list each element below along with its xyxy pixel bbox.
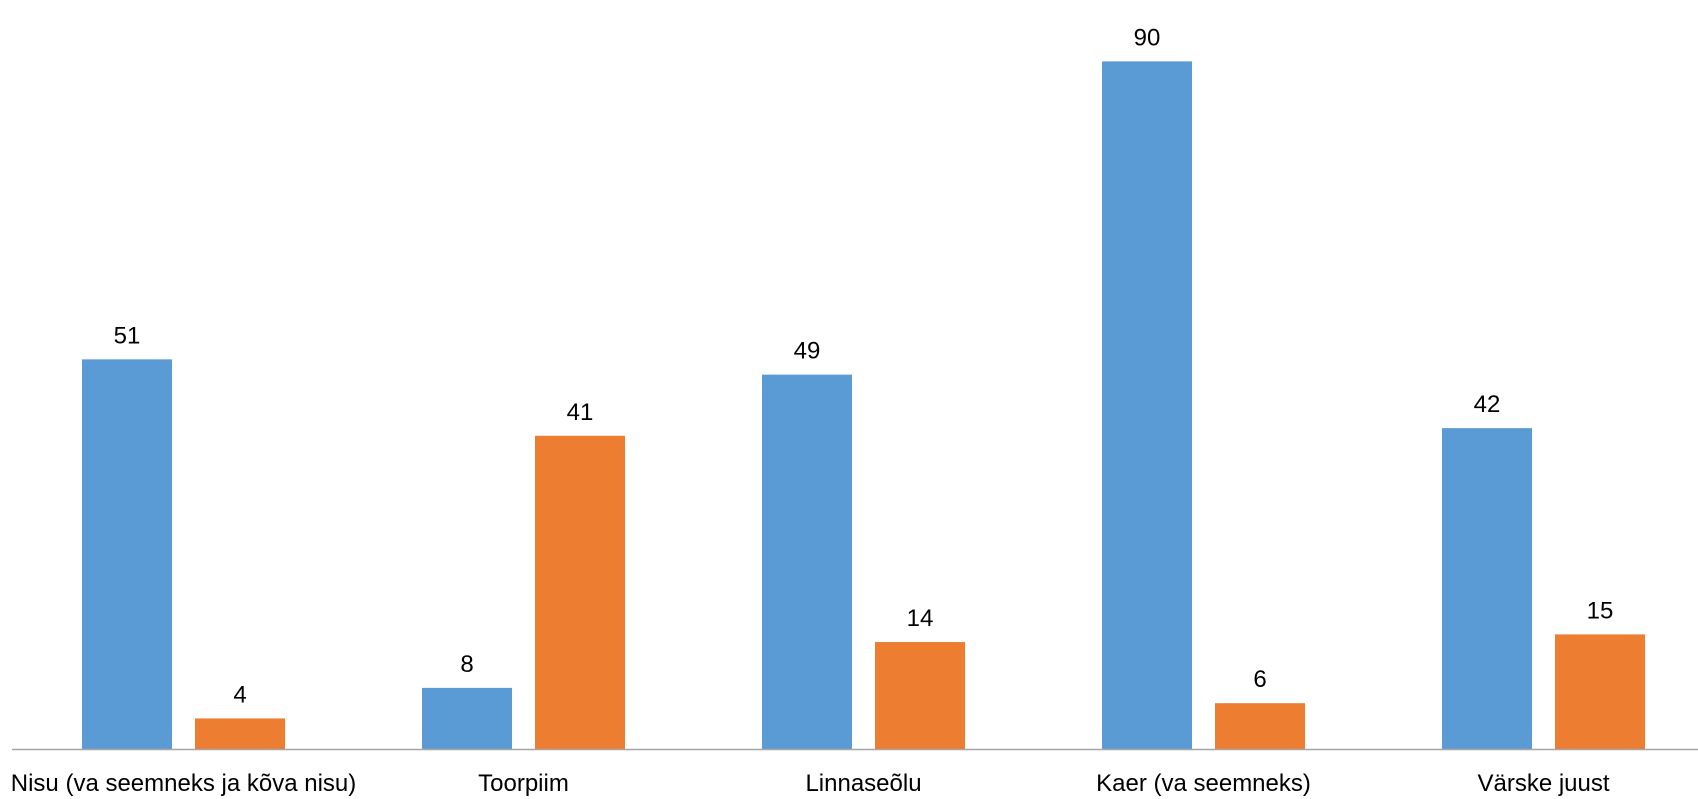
bars-group (82, 61, 1645, 749)
data-label-4-series-0: 42 (1474, 391, 1501, 418)
bar-4-series-0 (1442, 428, 1532, 749)
data-label-1-series-1: 41 (567, 399, 594, 426)
bar-0-series-0 (82, 359, 172, 749)
data-labels-group: 51 4 8 41 49 14 90 6 42 15 (114, 24, 1614, 708)
category-label-4: Värske juust (1477, 770, 1609, 797)
category-label-2: Linnaseõlu (805, 770, 921, 797)
data-label-3-series-1: 6 (1253, 666, 1266, 693)
bar-2-series-1 (875, 642, 965, 749)
category-label-3: Kaer (va seemneks) (1096, 770, 1311, 797)
bar-0-series-1 (195, 718, 285, 749)
data-label-2-series-0: 49 (794, 338, 821, 365)
bar-4-series-1 (1555, 634, 1645, 749)
data-label-0-series-1: 4 (233, 681, 246, 708)
data-label-1-series-0: 8 (460, 651, 473, 678)
bar-1-series-1 (535, 435, 625, 749)
data-label-3-series-0: 90 (1134, 24, 1161, 51)
bar-2-series-0 (762, 374, 852, 749)
category-label-0: Nisu (va seemneks ja kõva nisu) (11, 770, 356, 797)
data-label-4-series-1: 15 (1587, 597, 1614, 624)
category-label-1: Toorpiim (478, 770, 569, 797)
bar-3-series-0 (1102, 61, 1192, 749)
bar-3-series-1 (1215, 703, 1305, 749)
data-label-2-series-1: 14 (907, 605, 934, 632)
category-labels-group: Nisu (va seemneks ja kõva nisu) Toorpiim L… (11, 770, 1610, 797)
data-label-0-series-0: 51 (114, 322, 141, 349)
bar-1-series-0 (422, 687, 512, 749)
